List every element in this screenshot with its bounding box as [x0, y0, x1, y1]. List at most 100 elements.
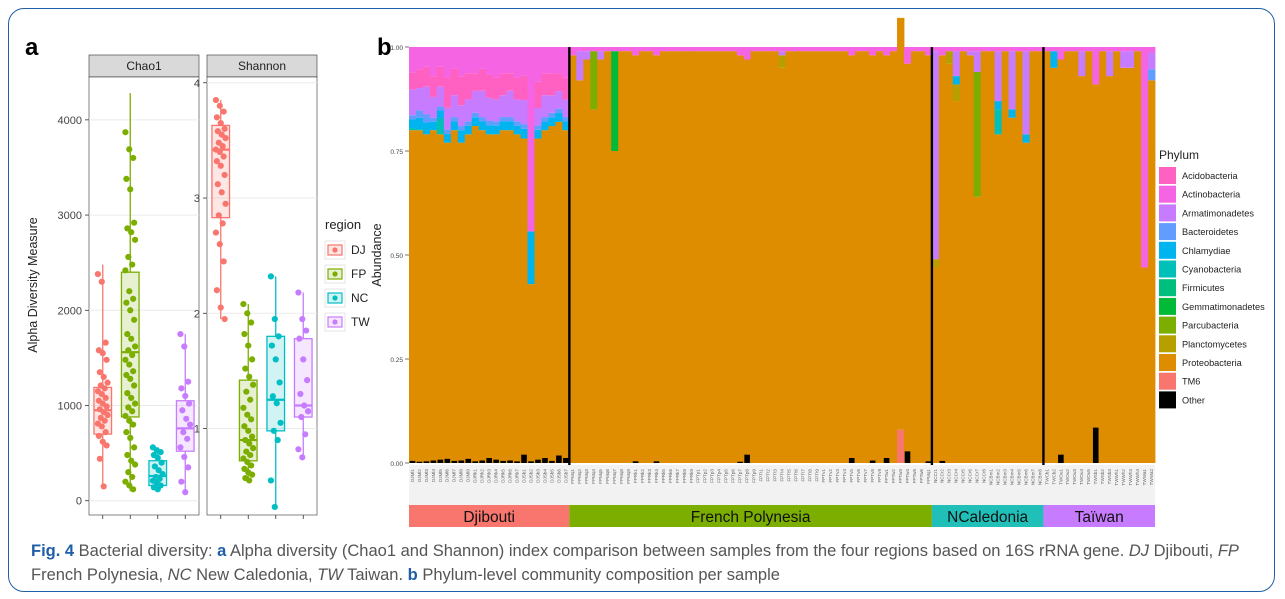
data-point [274, 436, 281, 444]
proteobacteria-segment [987, 51, 996, 463]
phylum-segment [457, 76, 466, 106]
data-point [249, 445, 257, 452]
proteobacteria-segment [604, 51, 612, 463]
proteobacteria-segment [673, 51, 682, 463]
proteobacteria-segment [471, 126, 480, 463]
phylum-segment [450, 117, 459, 122]
data-point [296, 335, 303, 342]
data-point [221, 315, 228, 323]
phylum-segment [415, 110, 424, 118]
data-point [275, 333, 282, 340]
phylum-segment [743, 47, 752, 60]
sample-label-strip [409, 465, 1155, 511]
phylum-segment [1106, 47, 1114, 52]
phylum-segment [1127, 47, 1135, 52]
phylum-segment [492, 99, 501, 122]
data-point [183, 415, 190, 422]
proteobacteria-segment [1050, 67, 1058, 464]
phylum-segment [1120, 47, 1128, 52]
other-bar [883, 458, 890, 463]
caption-text-1: Bacterial diversity: [74, 542, 218, 560]
phylum-segment [736, 47, 745, 56]
phylum-segment [436, 118, 445, 135]
phylum-segment [959, 47, 968, 52]
proteobacteria-segment [436, 134, 445, 464]
data-point [220, 108, 227, 115]
phylum-segment [415, 69, 424, 89]
phylum-segment [841, 47, 849, 52]
phylum-segment [590, 51, 598, 110]
other-bar [542, 458, 548, 463]
proteobacteria-segment [1036, 51, 1044, 463]
proteobacteria-segment [841, 51, 849, 463]
other-bar [904, 451, 911, 463]
legend-label: Actinobacteria [1182, 190, 1241, 200]
phylum-segment [994, 51, 1003, 102]
data-point [99, 438, 106, 445]
phylum-segment [1071, 47, 1079, 52]
caption-panel-a-ref: a [217, 542, 227, 560]
proteobacteria-segment [1078, 76, 1086, 464]
other-bar [563, 458, 569, 463]
data-point [244, 411, 251, 418]
phylum-segment [471, 90, 480, 113]
data-point [212, 229, 220, 236]
other-bar [535, 459, 541, 463]
sample-label: TWWh3 [1128, 469, 1133, 486]
sample-label: DJMl8 [459, 469, 464, 482]
phylum-segment [555, 47, 563, 74]
data-point [245, 427, 252, 434]
region-band-2 [931, 505, 1044, 527]
sample-label: NCBm8 [1037, 469, 1042, 486]
legend-swatch [1159, 372, 1176, 390]
data-point [216, 241, 223, 248]
sample-label: FPTt5 [786, 469, 791, 482]
data-point [186, 400, 193, 407]
data-point [124, 451, 131, 459]
sample-label: FPTw1 [884, 469, 889, 484]
sample-label: FPMq3 [584, 469, 589, 484]
phylum-segment [813, 47, 821, 52]
sample-label: DJSb7 [563, 469, 568, 483]
phylum-segment [534, 125, 542, 130]
sample-label: FPTt6 [793, 469, 798, 482]
phylum-segment [471, 117, 480, 127]
y-tick-label: 3000 [58, 210, 82, 222]
phylum-segment [450, 95, 459, 118]
data-point [220, 153, 227, 160]
phylum-segment [827, 47, 835, 52]
phylum-segment [443, 107, 452, 130]
data-point [131, 444, 138, 451]
data-point [100, 483, 107, 490]
legend-label: NC [351, 291, 369, 305]
data-point [271, 315, 278, 323]
data-point [245, 342, 252, 349]
sample-label: DJSb1 [521, 469, 526, 483]
data-point [129, 408, 136, 415]
sample-label: DJSb5 [549, 469, 554, 483]
proteobacteria-segment [694, 51, 703, 463]
phylum-segment [534, 108, 542, 126]
phylum-segment [1001, 47, 1009, 52]
legend-label: Parcubacteria [1182, 321, 1240, 331]
proteobacteria-segment [597, 59, 605, 463]
phylum-segment [1029, 47, 1037, 52]
phylum-segment [778, 51, 786, 56]
phylum-segment [952, 51, 961, 77]
phylum-segment [792, 47, 800, 52]
sample-label: FPMq5 [598, 469, 603, 484]
data-point [177, 330, 184, 338]
phylum-segment [778, 55, 786, 68]
phylum-segment [555, 108, 563, 114]
proteobacteria-segment [945, 63, 954, 463]
other-bar [479, 460, 485, 463]
proteobacteria-segment [534, 138, 542, 463]
phylum-segment [1099, 47, 1107, 52]
proteobacteria-segment [1092, 84, 1100, 463]
proteobacteria-segment [583, 59, 591, 463]
phylum-segment [555, 91, 563, 109]
phylum-segment [464, 99, 473, 122]
phylum-segment [457, 126, 466, 131]
data-point [295, 289, 302, 296]
